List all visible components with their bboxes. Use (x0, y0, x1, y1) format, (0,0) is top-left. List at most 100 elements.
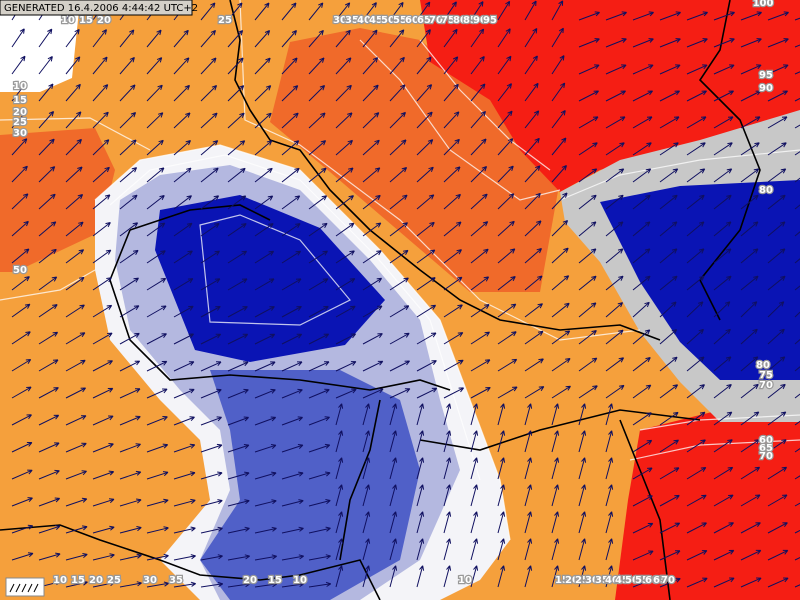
wind-arrow (92, 387, 114, 399)
wind-arrow (146, 57, 163, 75)
wind-arrow (38, 276, 58, 291)
contour-label: 60 (645, 575, 659, 586)
wind-arrow (146, 84, 163, 102)
isoline (359, 39, 561, 201)
wind-arrow (254, 140, 273, 156)
wind-arrow (524, 538, 533, 561)
isoline (0, 117, 151, 151)
wind-arrow (470, 359, 491, 372)
contour-label: 50 (625, 575, 639, 586)
wind-arrow (200, 306, 221, 318)
isoline (419, 39, 551, 171)
wind-arrow (713, 301, 731, 318)
wind-arrow (659, 168, 679, 183)
wind-arrow (578, 64, 600, 75)
wind-arrow (632, 221, 651, 237)
contour-label: 15 (555, 575, 569, 586)
wind-arrow (38, 359, 59, 372)
wind-arrow (389, 430, 398, 453)
wind-arrow (362, 250, 382, 264)
wind-arrow (497, 511, 506, 534)
contour-label: 80 (453, 15, 467, 26)
wind-arrow (686, 577, 708, 588)
contour-label: 45 (615, 575, 629, 586)
wind-arrow (92, 84, 109, 102)
wind-arrow (605, 457, 614, 480)
wind-arrow (335, 484, 344, 507)
wind-arrow (119, 415, 141, 426)
wind-arrow (767, 411, 787, 426)
wind-arrow (38, 387, 59, 399)
contour-label: 10 (53, 575, 67, 586)
wind-arrow (686, 522, 707, 534)
wind-arrow (362, 538, 371, 561)
wind-arrow (173, 526, 196, 534)
wind-arrow (227, 471, 250, 480)
wind-arrow (281, 2, 297, 21)
wind-arrow (308, 388, 330, 399)
wind-arrow (227, 167, 246, 183)
border-line (698, 0, 761, 321)
wind-arrow (578, 565, 587, 588)
wind-arrow (119, 553, 142, 561)
wind-arrow (11, 83, 27, 102)
contour-label: 20 (243, 575, 257, 586)
wind-arrow (38, 442, 60, 453)
wind-arrow (389, 84, 406, 102)
wind-arrow (92, 332, 113, 345)
field-red (420, 0, 800, 192)
wind-arrow (65, 28, 80, 48)
wind-arrow (11, 331, 31, 345)
wind-arrow (713, 90, 734, 102)
wind-arrow (65, 553, 88, 561)
wind-arrow (578, 168, 598, 183)
contour-label: 15 (79, 15, 93, 26)
wind-arrow (281, 333, 303, 345)
wind-arrow (551, 538, 560, 561)
contour-label: 95 (483, 15, 497, 26)
wind-arrow (227, 85, 245, 102)
wind-arrow (281, 554, 304, 561)
wind-arrow (659, 64, 681, 75)
wind-arrow (497, 83, 512, 102)
wind-arrow (713, 142, 733, 156)
wind-arrow (281, 361, 303, 372)
wind-arrow (173, 333, 194, 345)
wind-arrow (308, 195, 328, 210)
wind-arrow (524, 358, 544, 372)
wind-arrow (335, 195, 354, 210)
wind-arrow (605, 11, 627, 21)
wind-arrow (551, 330, 571, 345)
wind-arrow (470, 221, 489, 237)
wind-arrow (227, 526, 250, 534)
wind-arrow (281, 250, 302, 264)
wind-arrow (443, 83, 459, 102)
wind-arrow (200, 581, 224, 588)
wind-arrow (200, 526, 223, 534)
wind-arrow (551, 220, 569, 237)
wind-arrow (416, 56, 432, 75)
contour-label: 20 (97, 15, 111, 26)
wind-arrow (227, 388, 249, 399)
wind-arrow (227, 57, 244, 75)
contour-label: 10 (293, 575, 307, 586)
wind-arrow (173, 84, 190, 102)
wind-arrow (146, 277, 167, 291)
wind-arrow (173, 250, 193, 264)
wind-arrow (173, 57, 190, 75)
wind-arrow (227, 140, 246, 156)
contour-label: 60 (759, 435, 773, 446)
wind-arrow (92, 415, 114, 426)
wind-arrow (227, 2, 243, 21)
wind-arrow (605, 565, 614, 588)
wind-arrow (605, 194, 624, 210)
wind-arrow (470, 457, 479, 480)
wind-arrow (794, 17, 800, 21)
wind-arrow (362, 511, 371, 534)
wind-arrow (254, 333, 276, 345)
wind-arrow (416, 277, 436, 291)
wind-arrow (65, 138, 82, 156)
wind-arrow (38, 414, 60, 426)
wind-arrow (11, 497, 33, 507)
wind-arrow (362, 222, 382, 237)
